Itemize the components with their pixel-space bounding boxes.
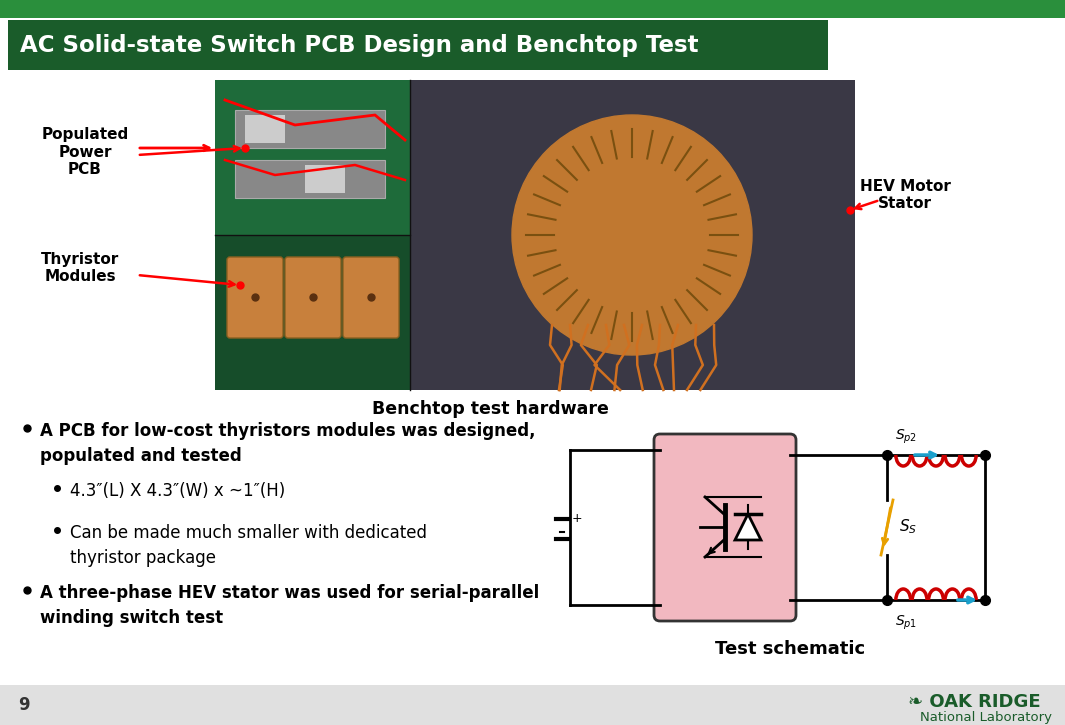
- Circle shape: [540, 143, 724, 327]
- Circle shape: [524, 127, 740, 343]
- Bar: [215, 80, 410, 235]
- Text: ❧ OAK RIDGE: ❧ OAK RIDGE: [908, 693, 1041, 711]
- Text: 4.3″(L) X 4.3″(W) x ~1″(H): 4.3″(L) X 4.3″(W) x ~1″(H): [70, 482, 285, 500]
- Circle shape: [512, 115, 752, 355]
- Text: +: +: [572, 512, 583, 525]
- Text: Benchtop test hardware: Benchtop test hardware: [372, 400, 608, 418]
- Bar: [215, 235, 410, 390]
- Bar: [215, 80, 855, 390]
- Circle shape: [584, 187, 679, 283]
- Text: A PCB for low-cost thyristors modules was designed,: A PCB for low-cost thyristors modules wa…: [40, 422, 536, 440]
- Text: thyristor package: thyristor package: [70, 549, 216, 567]
- Bar: [9, 20, 828, 70]
- Bar: [0, 0, 1065, 18]
- Bar: [0, 685, 1065, 725]
- Polygon shape: [735, 514, 761, 540]
- Text: populated and tested: populated and tested: [40, 447, 242, 465]
- Text: Test schematic: Test schematic: [715, 640, 865, 658]
- Text: Populated
Power
PCB: Populated Power PCB: [42, 127, 129, 177]
- Text: Can be made much smaller with dedicated: Can be made much smaller with dedicated: [70, 524, 427, 542]
- Bar: [235, 110, 386, 148]
- Bar: [305, 165, 345, 193]
- Text: $S_{p2}$: $S_{p2}$: [895, 428, 917, 446]
- FancyBboxPatch shape: [227, 257, 283, 338]
- Text: HEV Motor
Stator: HEV Motor Stator: [859, 179, 950, 211]
- Text: 9: 9: [18, 696, 30, 714]
- Text: National Laboratory: National Laboratory: [920, 711, 1052, 724]
- Bar: [245, 115, 285, 143]
- Text: Thyristor
Modules: Thyristor Modules: [40, 252, 119, 284]
- Bar: [410, 80, 855, 390]
- Text: winding switch test: winding switch test: [40, 609, 224, 627]
- Text: $S_{p1}$: $S_{p1}$: [895, 614, 917, 632]
- FancyBboxPatch shape: [343, 257, 399, 338]
- Text: $S_S$: $S_S$: [899, 518, 917, 536]
- Text: AC Solid-state Switch PCB Design and Benchtop Test: AC Solid-state Switch PCB Design and Ben…: [20, 33, 699, 57]
- FancyBboxPatch shape: [285, 257, 341, 338]
- FancyBboxPatch shape: [654, 434, 796, 621]
- Circle shape: [556, 159, 708, 311]
- Text: A three-phase HEV stator was used for serial-parallel: A three-phase HEV stator was used for se…: [40, 584, 539, 602]
- Bar: [235, 160, 386, 198]
